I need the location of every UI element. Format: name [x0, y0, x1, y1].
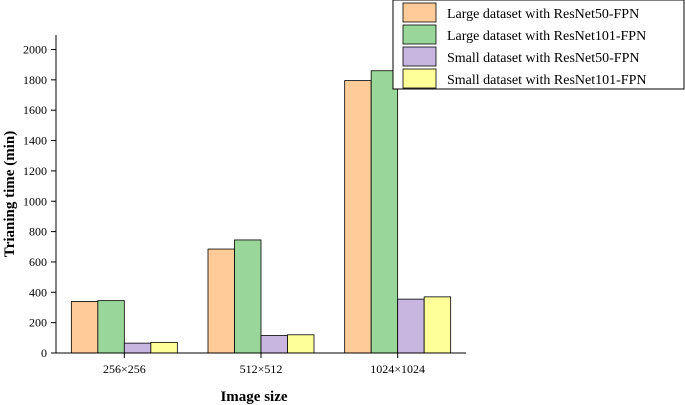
bar-1-3: [344, 80, 372, 354]
bar-4-2: [287, 334, 315, 354]
legend-label: Small dataset with ResNet50-FPN: [447, 51, 640, 66]
x-tick-label: 512×512: [240, 362, 283, 376]
legend-label: Large dataset with ResNet50-FPN: [447, 7, 639, 22]
x-tick-label: 1024×1024: [370, 362, 425, 376]
y-tick-label: 1800: [23, 73, 47, 87]
y-tick-label: 600: [29, 255, 47, 269]
legend-frame: [392, 0, 685, 90]
legend-swatch: [402, 68, 437, 89]
y-tick-label: 1600: [23, 103, 47, 117]
y-tick-label: 1000: [23, 194, 47, 208]
bar-2-3: [370, 70, 399, 354]
x-tick-label: 256×256: [103, 362, 146, 376]
legend: Large dataset with ResNet50-FPN Large dat…: [392, 0, 685, 90]
y-tick-label: 400: [29, 285, 47, 299]
y-tick-label: 1200: [23, 164, 47, 178]
y-tick-label: 1400: [23, 134, 47, 148]
y-tick-label: 200: [29, 316, 47, 330]
legend-swatch: [402, 24, 437, 45]
legend-swatch: [402, 2, 437, 23]
bar-4-1: [150, 341, 178, 354]
y-tick-label: 800: [29, 225, 47, 239]
y-tick-label: 0: [41, 346, 47, 360]
bar-3-3: [397, 298, 425, 354]
y-tick-label: 2000: [23, 43, 47, 57]
bar-4-3: [423, 296, 452, 354]
y-axis-ticks: 0 200 400 600 800 1000 1200 1400 1600 1800 2000: [23, 43, 56, 360]
bar-2-1: [97, 300, 125, 354]
bar-1-2: [207, 248, 235, 354]
bar-2-2: [234, 239, 262, 354]
bar-3-2: [260, 335, 288, 354]
bars-layer: [70, 70, 452, 354]
x-axis-title: Image size: [220, 389, 287, 405]
bar-1-1: [70, 301, 99, 354]
legend-label: Small dataset with ResNet101-FPN: [447, 73, 647, 88]
legend-swatch: [402, 46, 437, 67]
legend-label: Large dataset with ResNet101-FPN: [447, 29, 646, 44]
y-axis-title: Trianing time (min): [2, 131, 18, 257]
bar-3-1: [123, 342, 152, 354]
x-axis-ticks: 256×256 512×512 1024×1024: [103, 353, 425, 376]
